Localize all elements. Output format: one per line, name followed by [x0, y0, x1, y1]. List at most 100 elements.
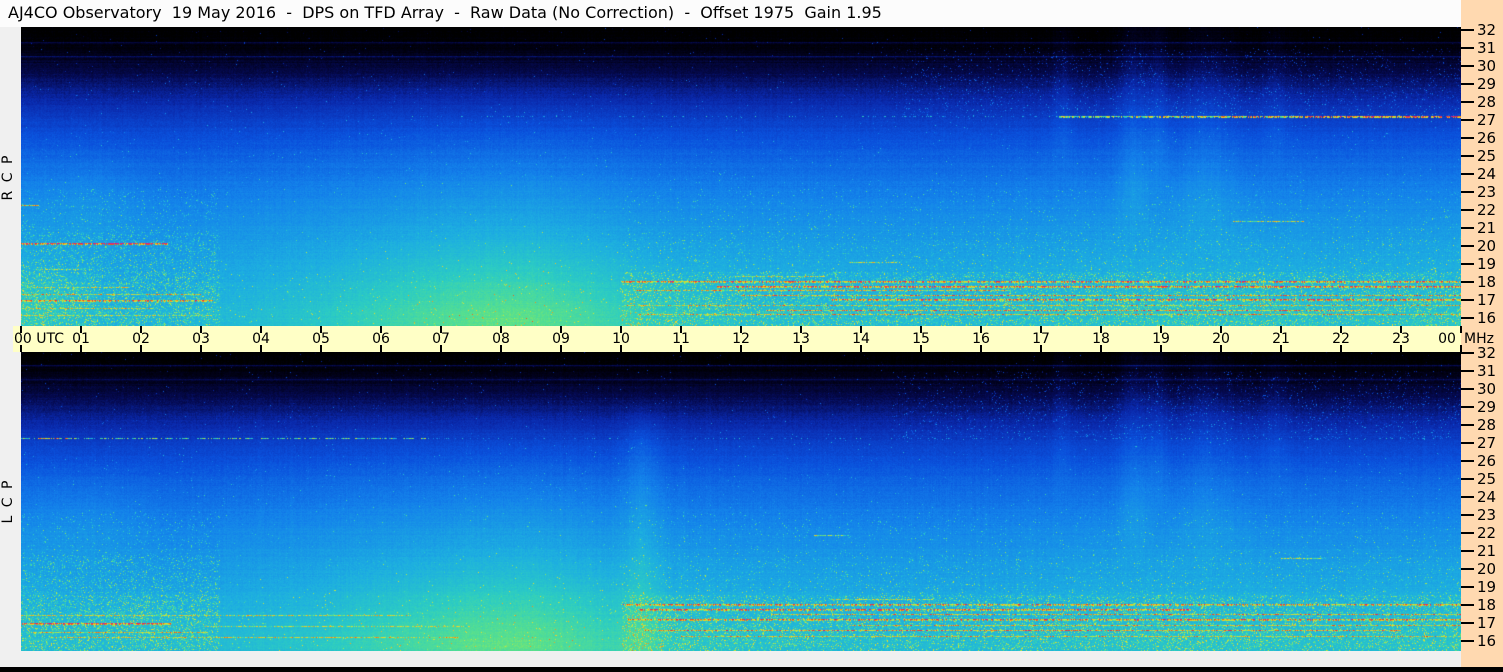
time-axis-end-label: 00 — [1438, 331, 1456, 347]
freq-tick — [1461, 514, 1474, 516]
hour-label: 16 — [972, 331, 990, 347]
hour-label: 12 — [732, 331, 750, 347]
hour-tick — [500, 326, 502, 333]
hour-tick — [1340, 326, 1342, 333]
hour-tick — [260, 345, 262, 352]
hour-tick — [860, 345, 862, 352]
freq-label: 19 — [1477, 255, 1497, 273]
hour-tick — [320, 326, 322, 333]
freq-label: 30 — [1477, 57, 1497, 75]
time-axis-origin-label: 00 UTC — [14, 331, 65, 347]
freq-label: 32 — [1477, 344, 1497, 362]
hour-tick — [1100, 345, 1102, 352]
hour-label: 01 — [72, 331, 90, 347]
freq-label: 20 — [1477, 237, 1497, 255]
freq-tick — [1461, 496, 1474, 498]
hour-tick — [800, 345, 802, 352]
freq-label: 32 — [1477, 21, 1497, 39]
freq-label: 24 — [1477, 165, 1497, 183]
hour-tick — [920, 326, 922, 333]
freq-tick — [1461, 370, 1474, 372]
freq-tick — [1461, 388, 1474, 390]
freq-label: 28 — [1477, 416, 1497, 434]
freq-tick — [1461, 65, 1474, 67]
hour-label: 09 — [552, 331, 570, 347]
freq-label: 23 — [1477, 183, 1497, 201]
hour-label: 02 — [132, 331, 150, 347]
rcp-polarization-label: R C P — [0, 153, 16, 201]
freq-label: 18 — [1477, 596, 1497, 614]
freq-tick — [1461, 245, 1474, 247]
hour-tick — [1280, 326, 1282, 333]
freq-label: 17 — [1477, 291, 1497, 309]
hour-tick — [140, 345, 142, 352]
frequency-unit-label: MHz — [1464, 331, 1494, 347]
freq-tick — [1461, 47, 1474, 49]
freq-label: 19 — [1477, 578, 1497, 596]
hour-tick — [140, 326, 142, 333]
freq-tick — [1461, 83, 1474, 85]
freq-tick — [1461, 317, 1474, 319]
freq-tick — [1461, 137, 1474, 139]
hour-tick — [20, 345, 22, 352]
hour-tick — [260, 326, 262, 333]
freq-label: 25 — [1477, 470, 1497, 488]
hour-label: 03 — [192, 331, 210, 347]
hour-tick — [560, 326, 562, 333]
freq-tick — [1461, 352, 1474, 354]
freq-tick — [1461, 478, 1474, 480]
hour-tick — [380, 345, 382, 352]
hour-tick — [200, 345, 202, 352]
hour-tick — [1040, 326, 1042, 333]
freq-label: 31 — [1477, 39, 1497, 57]
hour-tick — [80, 326, 82, 333]
hour-tick — [1220, 345, 1222, 352]
hour-label: 17 — [1032, 331, 1050, 347]
hour-label: 21 — [1272, 331, 1290, 347]
freq-tick — [1461, 101, 1474, 103]
hour-label: 20 — [1212, 331, 1230, 347]
freq-label: 16 — [1477, 632, 1497, 650]
hour-tick — [1460, 345, 1462, 352]
freq-label: 27 — [1477, 111, 1497, 129]
hour-tick — [680, 345, 682, 352]
freq-label: 29 — [1477, 398, 1497, 416]
hour-label: 18 — [1092, 331, 1110, 347]
hour-tick — [980, 326, 982, 333]
freq-tick — [1461, 568, 1474, 570]
hour-tick — [20, 326, 22, 333]
freq-tick — [1461, 532, 1474, 534]
hour-tick — [80, 345, 82, 352]
freq-tick — [1461, 622, 1474, 624]
hour-tick — [920, 345, 922, 352]
frequency-scale-column — [1461, 0, 1503, 672]
freq-label: 29 — [1477, 75, 1497, 93]
hour-tick — [1220, 326, 1222, 333]
freq-label: 21 — [1477, 542, 1497, 560]
hour-tick — [1400, 345, 1402, 352]
hour-tick — [860, 326, 862, 333]
hour-tick — [1040, 345, 1042, 352]
freq-tick — [1461, 119, 1474, 121]
freq-tick — [1461, 227, 1474, 229]
hour-tick — [440, 326, 442, 333]
freq-label: 30 — [1477, 380, 1497, 398]
hour-tick — [1460, 326, 1462, 333]
hour-tick — [980, 345, 982, 352]
freq-label: 26 — [1477, 452, 1497, 470]
hour-tick — [1160, 345, 1162, 352]
freq-label: 31 — [1477, 362, 1497, 380]
freq-tick — [1461, 406, 1474, 408]
hour-label: 19 — [1152, 331, 1170, 347]
hour-label: 05 — [312, 331, 330, 347]
freq-label: 20 — [1477, 560, 1497, 578]
hour-label: 10 — [612, 331, 630, 347]
hour-tick — [1100, 326, 1102, 333]
hour-tick — [380, 326, 382, 333]
hour-tick — [500, 345, 502, 352]
hour-tick — [740, 345, 742, 352]
lcp-polarization-label: L C P — [0, 478, 16, 524]
hour-tick — [1340, 345, 1342, 352]
spectrogram-rcp — [21, 27, 1461, 326]
